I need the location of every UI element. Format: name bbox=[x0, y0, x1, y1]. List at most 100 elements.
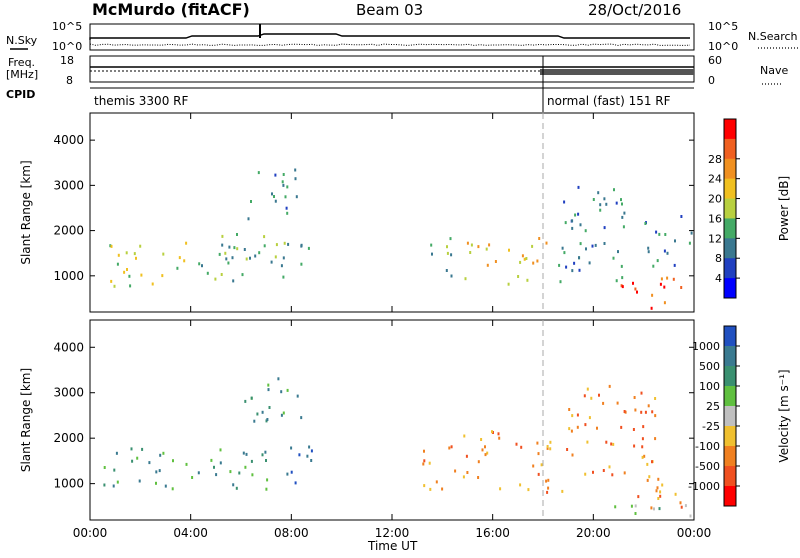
data-cell bbox=[172, 459, 174, 463]
data-cell bbox=[282, 183, 285, 187]
noise-tick-bottom-right: 10^0 bbox=[708, 40, 738, 53]
data-cell bbox=[594, 243, 597, 247]
data-cell bbox=[515, 442, 518, 446]
data-cell bbox=[637, 495, 640, 499]
colorbar-segment bbox=[724, 258, 736, 279]
data-cell bbox=[261, 410, 264, 414]
data-cell bbox=[563, 251, 566, 255]
data-cell bbox=[621, 215, 624, 219]
data-cell bbox=[660, 277, 663, 281]
data-cell bbox=[257, 171, 260, 175]
data-cell bbox=[633, 444, 636, 448]
data-cell bbox=[450, 445, 453, 449]
data-cell bbox=[571, 453, 574, 457]
data-cell bbox=[462, 475, 465, 479]
data-cell bbox=[310, 449, 313, 453]
data-cell bbox=[429, 487, 432, 491]
data-cell bbox=[507, 282, 510, 286]
data-cell bbox=[300, 416, 303, 420]
data-cell bbox=[227, 261, 230, 265]
data-cell bbox=[603, 242, 606, 245]
data-cell bbox=[450, 274, 453, 278]
data-cell bbox=[549, 447, 552, 451]
data-cell bbox=[640, 391, 643, 395]
data-cell bbox=[103, 483, 106, 487]
data-cell bbox=[206, 271, 209, 275]
data-cell bbox=[620, 264, 623, 268]
data-cell bbox=[274, 173, 277, 177]
data-cell bbox=[296, 394, 299, 398]
data-cell bbox=[565, 265, 568, 269]
data-cell bbox=[576, 425, 579, 429]
colorbar-segment bbox=[724, 178, 736, 200]
data-cell bbox=[265, 487, 268, 491]
data-cell bbox=[290, 470, 293, 474]
data-cell bbox=[266, 478, 269, 482]
data-cell bbox=[486, 451, 489, 455]
data-cell bbox=[465, 454, 468, 458]
data-cell bbox=[498, 436, 501, 440]
data-cell bbox=[298, 453, 301, 457]
data-cell bbox=[113, 468, 116, 472]
data-cell bbox=[280, 413, 283, 417]
data-cell bbox=[263, 235, 266, 239]
data-cell bbox=[233, 246, 236, 250]
data-cell bbox=[284, 195, 287, 199]
x-axis-title: Time UT bbox=[367, 539, 418, 553]
nave-label: Nave bbox=[760, 64, 788, 77]
data-cell bbox=[183, 259, 186, 263]
y-tick-label: 1000 bbox=[53, 477, 84, 491]
data-cell bbox=[598, 393, 600, 397]
data-cell bbox=[477, 245, 480, 249]
data-cell bbox=[250, 200, 252, 203]
data-cell bbox=[574, 213, 577, 217]
data-cell bbox=[621, 285, 624, 289]
colorbar-segment bbox=[724, 278, 736, 299]
data-cell bbox=[282, 275, 285, 279]
data-cell bbox=[641, 437, 644, 441]
noise-panel-frame bbox=[89, 23, 695, 51]
data-cell bbox=[247, 217, 250, 221]
freq-tick-top: 18 bbox=[60, 54, 74, 67]
data-cell bbox=[643, 454, 646, 458]
data-cell bbox=[178, 256, 181, 260]
data-cell bbox=[116, 480, 119, 484]
data-cell bbox=[651, 410, 654, 414]
data-cell bbox=[110, 279, 113, 283]
freq-tick-bottom: 8 bbox=[66, 74, 73, 87]
data-cell bbox=[597, 191, 600, 195]
data-cell bbox=[219, 448, 222, 452]
data-cell bbox=[448, 446, 451, 450]
data-cell bbox=[632, 428, 635, 431]
data-cell bbox=[491, 430, 493, 434]
data-cell bbox=[630, 504, 633, 508]
data-cell bbox=[591, 244, 594, 248]
colorbar-segment bbox=[724, 218, 736, 239]
data-cell bbox=[646, 462, 649, 466]
data-cell bbox=[214, 277, 217, 281]
freq-label-top: Freq. bbox=[8, 56, 35, 69]
data-cell bbox=[570, 429, 573, 433]
data-cell bbox=[267, 388, 270, 392]
x-tick-label: 12:00 bbox=[375, 526, 410, 540]
data-cell bbox=[290, 446, 293, 450]
noise-tick-top-right: 10^5 bbox=[708, 20, 738, 33]
data-cell bbox=[596, 426, 598, 430]
data-cell bbox=[282, 411, 285, 415]
data-cell bbox=[527, 488, 530, 492]
data-cell bbox=[294, 168, 297, 172]
data-cell bbox=[636, 290, 638, 294]
data-cell bbox=[525, 257, 528, 260]
colorbar-segment bbox=[724, 346, 736, 367]
data-cell bbox=[547, 478, 550, 482]
data-cell bbox=[579, 223, 582, 227]
data-cell bbox=[466, 241, 469, 245]
data-cell bbox=[131, 459, 134, 463]
data-cell bbox=[191, 476, 194, 479]
data-cell bbox=[663, 249, 666, 253]
colorbar-label: Power [dB] bbox=[777, 176, 791, 241]
data-cell bbox=[469, 251, 472, 254]
colorbar-tick-label: 4 bbox=[715, 272, 722, 285]
data-cell bbox=[162, 252, 165, 256]
data-cell bbox=[466, 471, 469, 474]
